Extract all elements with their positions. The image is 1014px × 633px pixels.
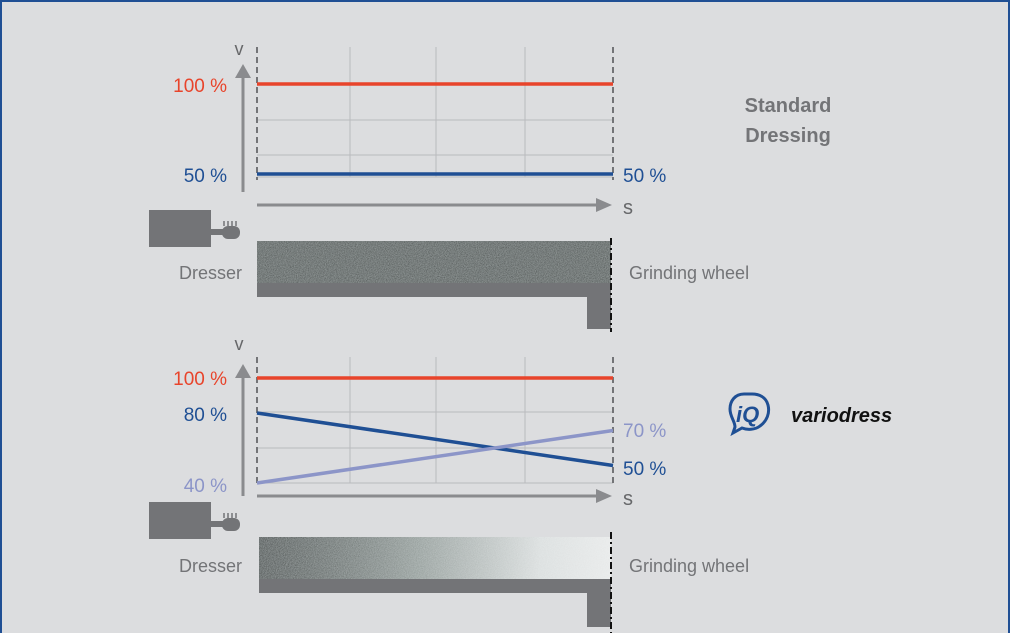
label-40-percent: 40 % (184, 476, 227, 497)
axis-y-label: v (235, 39, 244, 59)
title-line1: Standard (745, 95, 832, 117)
iq-logo-icon: iQ (728, 392, 771, 437)
axis-x-label: s (623, 197, 633, 219)
label-100-percent: 100 % (173, 369, 227, 390)
axis-y-label: v (235, 334, 244, 354)
chart-variodress: v s 100 % 80 % 40 % 70 % 50 % (173, 334, 666, 510)
variodress-logo: iQ variodress (728, 392, 892, 437)
label-50-percent-right: 50 % (623, 459, 666, 480)
y-axis-arrow-icon (235, 364, 251, 378)
x-axis-arrow-icon (596, 489, 612, 503)
x-axis-arrow-icon (596, 198, 612, 212)
chart-plot-area (257, 47, 613, 177)
axis-x-label: s (623, 488, 633, 510)
label-70-percent: 70 % (623, 421, 666, 442)
dresser-label: Dresser (179, 263, 242, 283)
series-line-2 (256, 428, 614, 485)
series-layer (257, 82, 613, 176)
wheel-surface-gradient (259, 537, 611, 579)
dresser-label: Dresser (179, 556, 242, 576)
grinding-wheel-label: Grinding wheel (629, 556, 749, 576)
grinding-wheel-illustration (257, 238, 612, 332)
y-axis-arrow-icon (235, 64, 251, 78)
grid-lines (257, 47, 613, 178)
label-50-percent-left: 50 % (184, 166, 227, 187)
chart-standard: v s 100 % 50 % 50 % (173, 39, 666, 219)
series-line-1 (256, 411, 614, 468)
grinding-wheel-illustration (259, 532, 612, 633)
panel-standard-dressing: v s 100 % 50 % 50 % Standard Dressing Dr… (149, 39, 831, 332)
panel-variodress: v s 100 % 80 % 40 % 70 % 50 % iQ variodr… (149, 334, 892, 633)
grinding-wheel-label: Grinding wheel (629, 263, 749, 283)
label-50-percent-right: 50 % (623, 166, 666, 187)
series-layer (256, 376, 614, 485)
label-100-percent: 100 % (173, 76, 227, 97)
wheel-surface-uniform (257, 241, 611, 283)
dresser-illustration (149, 210, 240, 247)
label-80-percent: 80 % (184, 405, 227, 426)
logo-text: variodress (791, 405, 892, 427)
dresser-illustration (149, 502, 240, 539)
title-line2: Dressing (745, 125, 831, 147)
svg-text:iQ: iQ (736, 402, 759, 427)
